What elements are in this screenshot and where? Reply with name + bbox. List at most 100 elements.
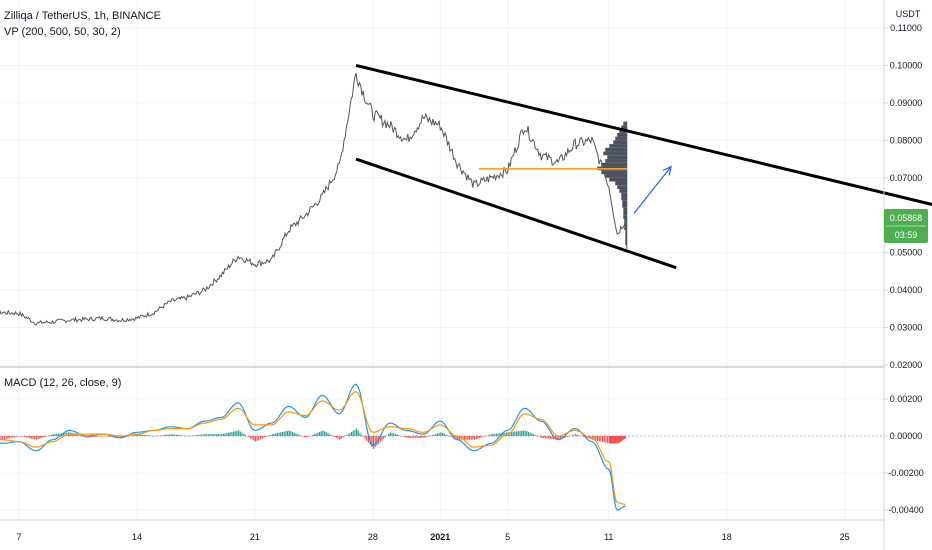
macd-histogram-bar	[265, 436, 267, 438]
volume-profile-bin	[625, 237, 628, 242]
macd-histogram-bar	[541, 436, 543, 438]
macd-histogram-bar	[30, 436, 32, 439]
macd-histogram-bar	[389, 432, 391, 436]
projection-arrow[interactable]	[633, 166, 672, 214]
macd-histogram-bar	[398, 435, 400, 436]
macd-histogram-bar	[231, 431, 233, 436]
price-tick-label: 0.09000	[890, 98, 923, 108]
macd-histogram-bar	[581, 436, 583, 437]
macd-histogram-bar	[158, 435, 161, 436]
macd-histogram-bar	[485, 435, 487, 437]
macd-histogram-bar	[155, 435, 157, 437]
macd-histogram-bar	[620, 436, 622, 442]
volume-profile-bin	[601, 170, 628, 175]
macd-histogram-bar	[602, 436, 604, 442]
macd-histogram-bar	[19, 436, 21, 437]
macd-histogram-bar	[334, 436, 336, 437]
macd-histogram-bar	[413, 436, 415, 438]
volume-profile-bin	[617, 185, 628, 190]
macd-histogram-bar	[453, 436, 455, 439]
macd-histogram-bar	[152, 435, 154, 437]
macd-histogram-bar	[490, 434, 492, 436]
volume-profile-bin	[624, 226, 628, 231]
macd-histogram-bar	[226, 433, 228, 436]
channel-upper-line[interactable]	[355, 63, 932, 207]
macd-histogram-bar	[177, 434, 179, 436]
macd-histogram-bar	[349, 433, 351, 436]
macd-histogram-bar	[93, 436, 95, 438]
macd-histogram-bar	[543, 436, 545, 439]
time-tick-label: 7	[16, 532, 21, 542]
macd-histogram-bar	[421, 436, 423, 438]
macd-histogram-bar	[222, 433, 225, 436]
macd-histogram-bar	[376, 436, 378, 446]
macd-histogram-bar	[197, 434, 199, 436]
macd-histogram-bar	[202, 434, 204, 436]
macd-histogram-bar	[539, 436, 541, 438]
macd-histogram-bar	[209, 434, 211, 436]
macd-line	[0, 383, 626, 511]
macd-histogram-bar	[356, 428, 358, 436]
macd-histogram-bar	[135, 434, 137, 436]
macd-histogram-bar	[315, 433, 317, 436]
macd-histogram-bar	[430, 435, 432, 437]
macd-histogram-bar	[546, 436, 548, 439]
macd-histogram-bar	[10, 436, 12, 438]
macd-histogram-bar	[479, 436, 481, 439]
macd-histogram-bar	[416, 436, 418, 438]
macd-histogram-bar	[248, 436, 250, 438]
channel-lower-line[interactable]	[355, 157, 677, 270]
macd-histogram-bar	[332, 436, 334, 437]
macd-histogram-bar	[121, 436, 123, 438]
macd-histogram-bar	[283, 431, 285, 436]
macd-histogram-bar	[96, 436, 98, 437]
symbol-title[interactable]: Zilliqa / TetherUS, 1h, BINANCE	[4, 10, 161, 22]
macd-histogram-bar	[619, 436, 621, 442]
macd-histogram-bar	[45, 436, 48, 437]
macd-histogram-bar	[350, 431, 353, 436]
macd-histogram-bar	[323, 431, 326, 436]
macd-histogram-bar	[200, 434, 203, 436]
macd-histogram-bar	[74, 433, 76, 436]
macd-histogram-bar	[32, 436, 34, 439]
volume-profile-bin	[622, 200, 628, 204]
macd-histogram-bar	[318, 431, 321, 436]
macd-histogram-bar	[293, 432, 295, 436]
macd-histogram-bar	[57, 433, 59, 436]
time-tick-label: 21	[250, 532, 260, 542]
macd-histogram-bar	[79, 435, 81, 437]
macd-histogram-bar	[618, 436, 621, 443]
macd-histogram-bar	[438, 432, 440, 436]
macd-histogram-bar	[286, 430, 289, 436]
macd-histogram-bar	[22, 436, 24, 437]
vp-indicator-label[interactable]: VP (200, 500, 50, 30, 2)	[4, 26, 121, 38]
macd-histogram-bar	[465, 436, 467, 440]
macd-histogram-bar	[219, 434, 221, 436]
price-tick-label: 0.07000	[890, 173, 923, 183]
macd-histogram-bar	[199, 434, 201, 436]
macd-histogram-bar	[352, 430, 354, 436]
macd-histogram-bar	[138, 434, 140, 436]
volume-profile-bin	[619, 189, 628, 193]
macd-histogram-bar	[357, 430, 359, 436]
macd-histogram-bar	[130, 435, 132, 437]
macd-histogram-bar	[241, 432, 243, 436]
macd-histogram-bar	[537, 436, 540, 437]
macd-histogram-bar	[305, 436, 307, 438]
macd-histogram-bar	[623, 436, 625, 440]
macd-histogram-bar	[206, 434, 208, 436]
macd-histogram-bar	[342, 436, 344, 438]
macd-histogram-bar	[585, 436, 587, 438]
macd-histogram-bar	[142, 434, 144, 436]
currency-label: USDT	[896, 9, 921, 19]
macd-histogram-bar	[44, 436, 46, 437]
macd-histogram-bar	[189, 435, 191, 437]
macd-histogram-bar	[236, 430, 238, 436]
macd-histogram-bar	[612, 436, 615, 444]
macd-indicator-label[interactable]: MACD (12, 26, close, 9)	[4, 377, 122, 389]
macd-histogram-bar	[516, 431, 518, 436]
macd-histogram-bar	[492, 433, 494, 436]
macd-histogram-bar	[2, 436, 4, 440]
last-price-value: 0.05868	[890, 213, 923, 223]
